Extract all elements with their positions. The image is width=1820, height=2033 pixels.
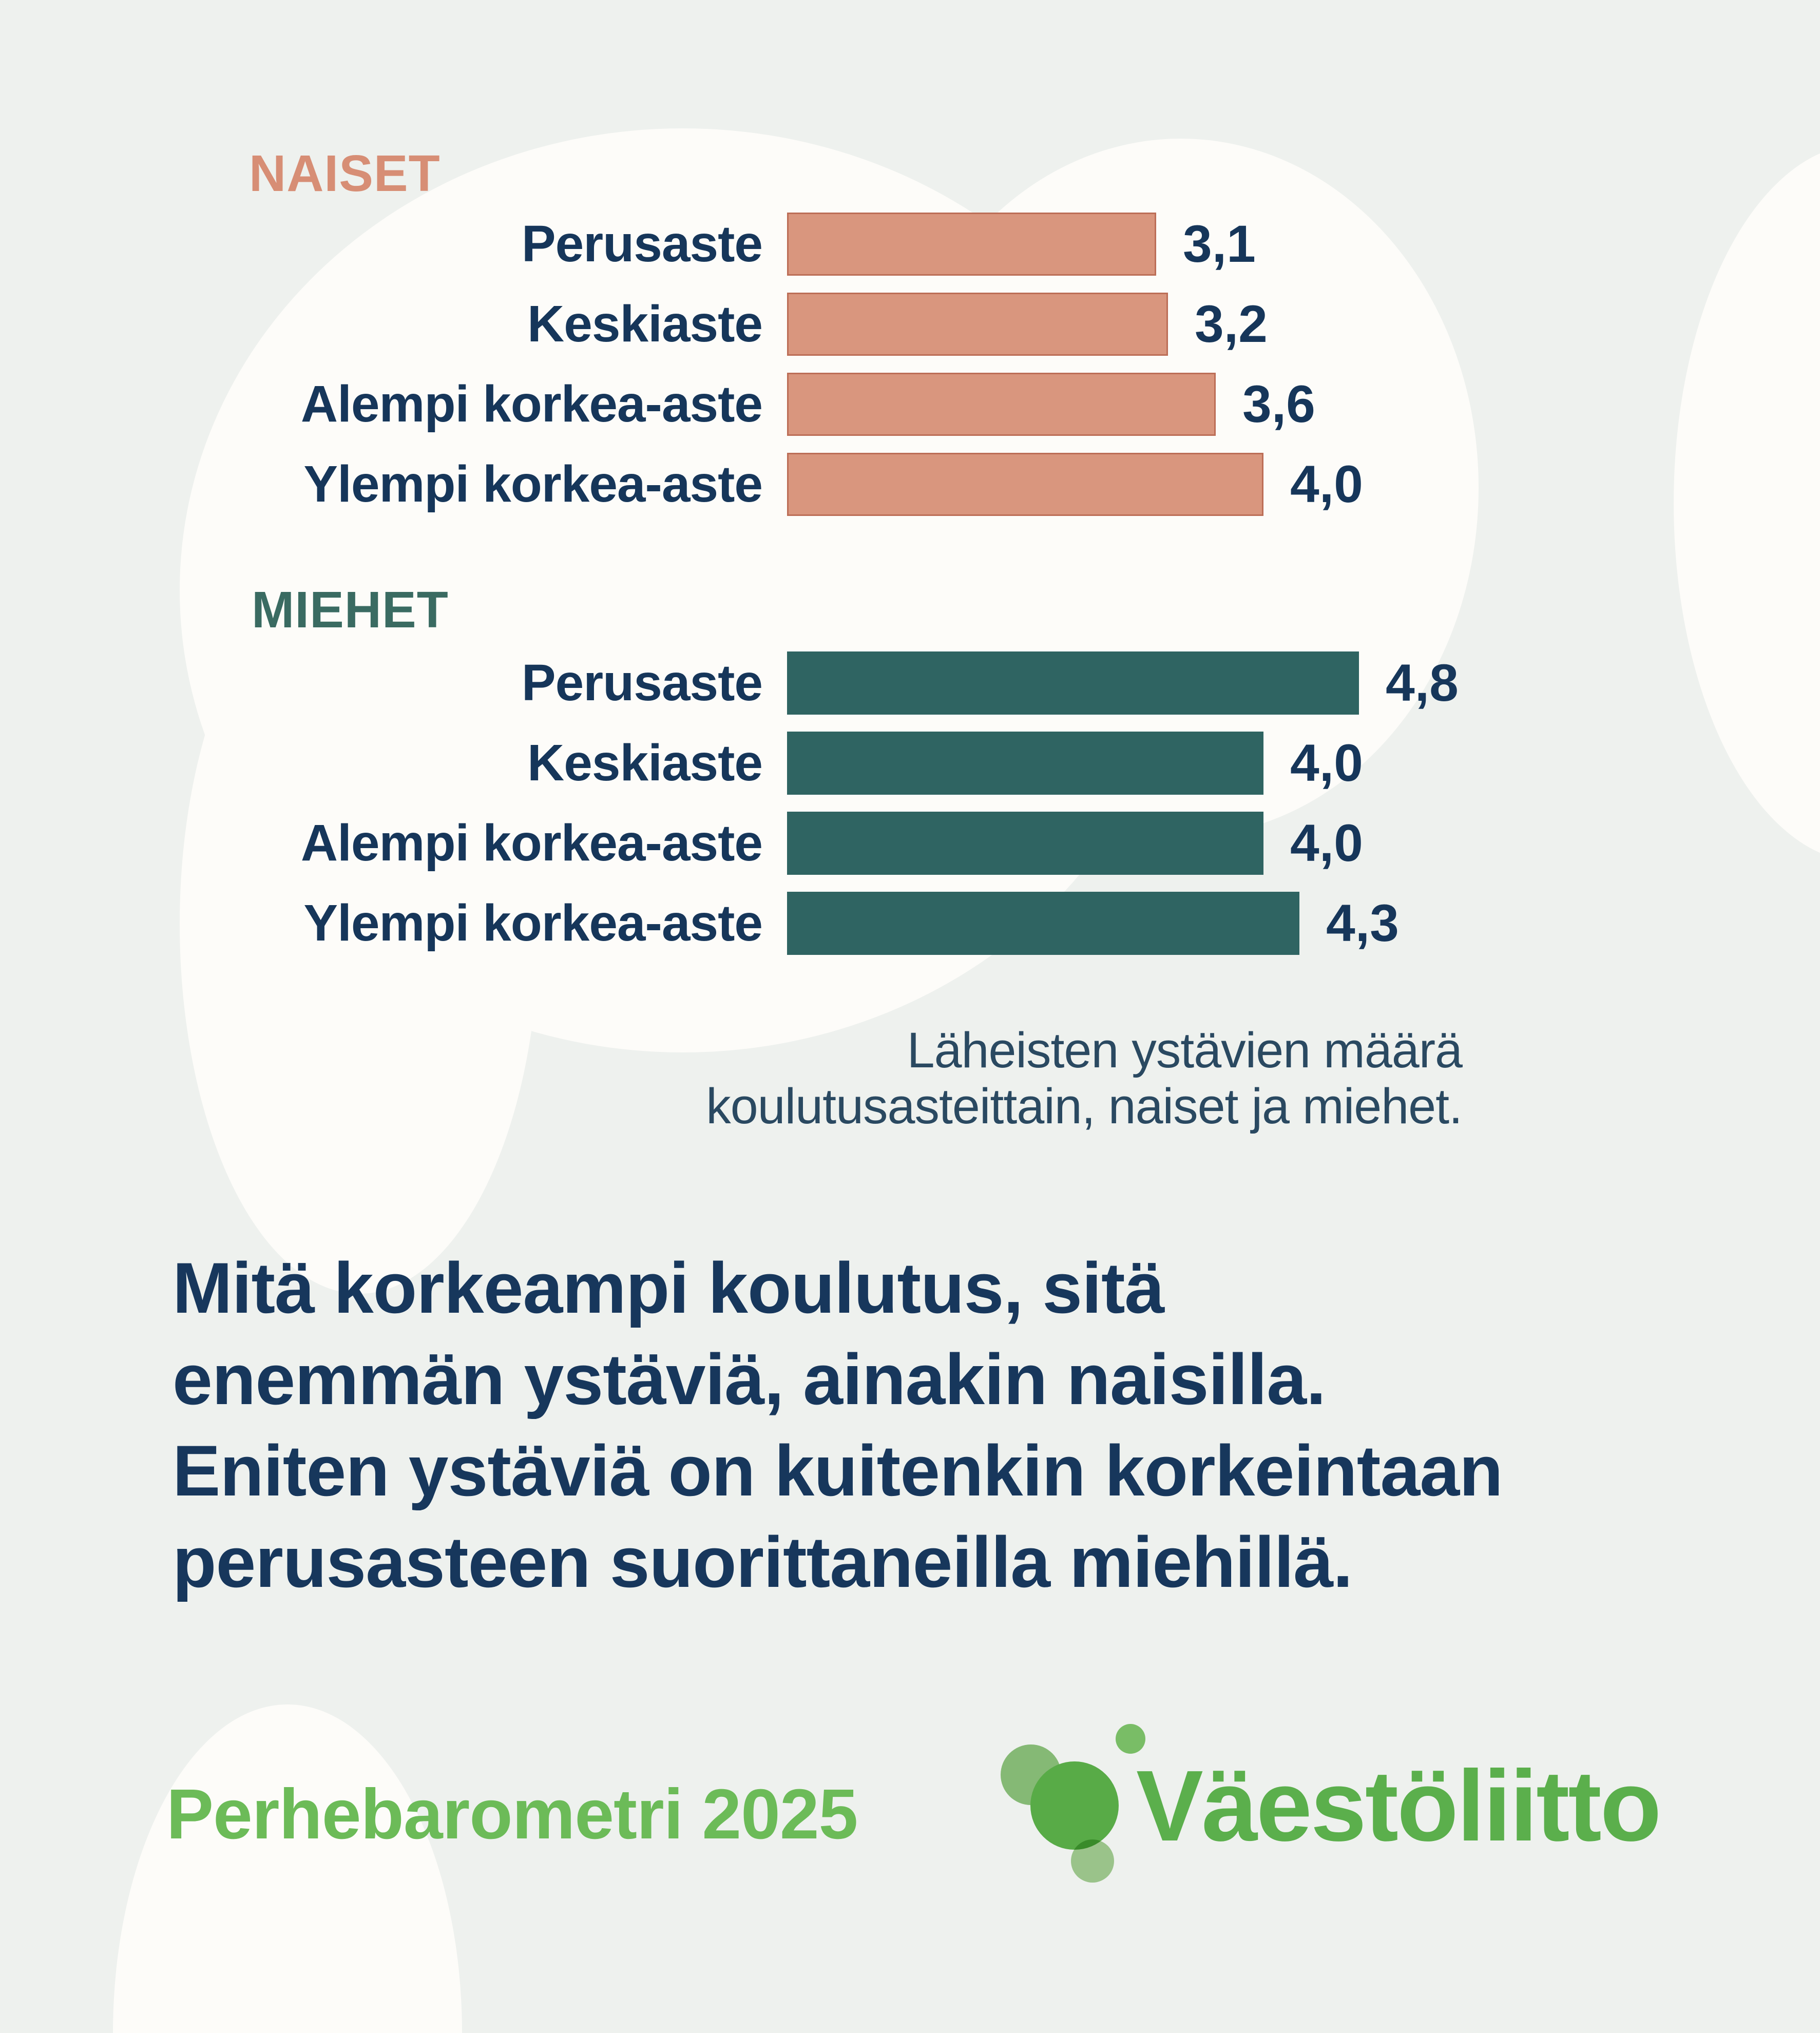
bar xyxy=(787,293,1168,356)
logo-circle-icon xyxy=(1116,1724,1145,1754)
logo-circle-icon xyxy=(1071,1839,1114,1883)
bar-category-label: Alempi korkea-aste xyxy=(300,814,763,872)
background-blob-dot xyxy=(113,1704,462,2033)
logo-wordmark: Väestöliitto xyxy=(1136,1750,1661,1862)
bar xyxy=(787,812,1263,875)
bar-row: Alempi korkea-aste 4,0 xyxy=(158,812,1698,875)
bar-row: Perusaste 4,8 xyxy=(158,651,1698,715)
bar-value-label: 4,0 xyxy=(1290,734,1363,792)
background-blob-stem xyxy=(180,554,539,1294)
bar-row: Ylempi korkea-aste 4,3 xyxy=(158,892,1698,955)
bar xyxy=(787,732,1263,795)
group-header-miehet: MIEHET xyxy=(252,581,449,639)
bar-category-label: Keskiaste xyxy=(527,734,763,792)
logo-circle-icon xyxy=(1030,1761,1119,1850)
bar xyxy=(787,213,1156,276)
chart-caption: Läheisten ystävien määrä koulutusasteitt… xyxy=(706,1022,1463,1134)
bar-category-label: Keskiaste xyxy=(527,295,763,353)
bar-group-miehet: Perusaste 4,8 Keskiaste 4,0 Alempi korkea-as… xyxy=(158,651,1698,972)
bar-group-naiset: Perusaste 3,1 Keskiaste 3,2 Alempi korkea-as… xyxy=(158,213,1698,533)
bar-value-label: 4,0 xyxy=(1290,814,1363,872)
bar-row: Keskiaste 4,0 xyxy=(158,732,1698,795)
program-title: Perhebarometri 2025 xyxy=(166,1775,858,1854)
bar-row: Alempi korkea-aste 3,6 xyxy=(158,373,1698,436)
bar-category-label: Perusaste xyxy=(521,654,763,712)
bar xyxy=(787,892,1299,955)
bar-value-label: 4,0 xyxy=(1290,455,1363,513)
bar xyxy=(787,373,1216,436)
bar-row: Keskiaste 3,2 xyxy=(158,293,1698,356)
bar xyxy=(787,453,1263,516)
bar-value-label: 3,2 xyxy=(1195,295,1268,353)
key-message-text: Mitä korkeampi koulutus, sitä enemmän ys… xyxy=(173,1248,1503,1602)
bar-category-label: Ylempi korkea-aste xyxy=(303,894,763,952)
bar xyxy=(787,651,1359,715)
bar-value-label: 4,3 xyxy=(1326,894,1399,952)
bar-value-label: 3,1 xyxy=(1183,215,1256,273)
bar-value-label: 3,6 xyxy=(1242,375,1315,433)
bar-category-label: Perusaste xyxy=(521,215,763,273)
bar-row: Perusaste 3,1 xyxy=(158,213,1698,276)
bar-value-label: 4,8 xyxy=(1386,654,1459,712)
bar-row: Ylempi korkea-aste 4,0 xyxy=(158,453,1698,516)
bar-category-label: Alempi korkea-aste xyxy=(300,375,763,433)
bar-category-label: Ylempi korkea-aste xyxy=(303,455,763,513)
group-header-naiset: NAISET xyxy=(249,145,440,202)
